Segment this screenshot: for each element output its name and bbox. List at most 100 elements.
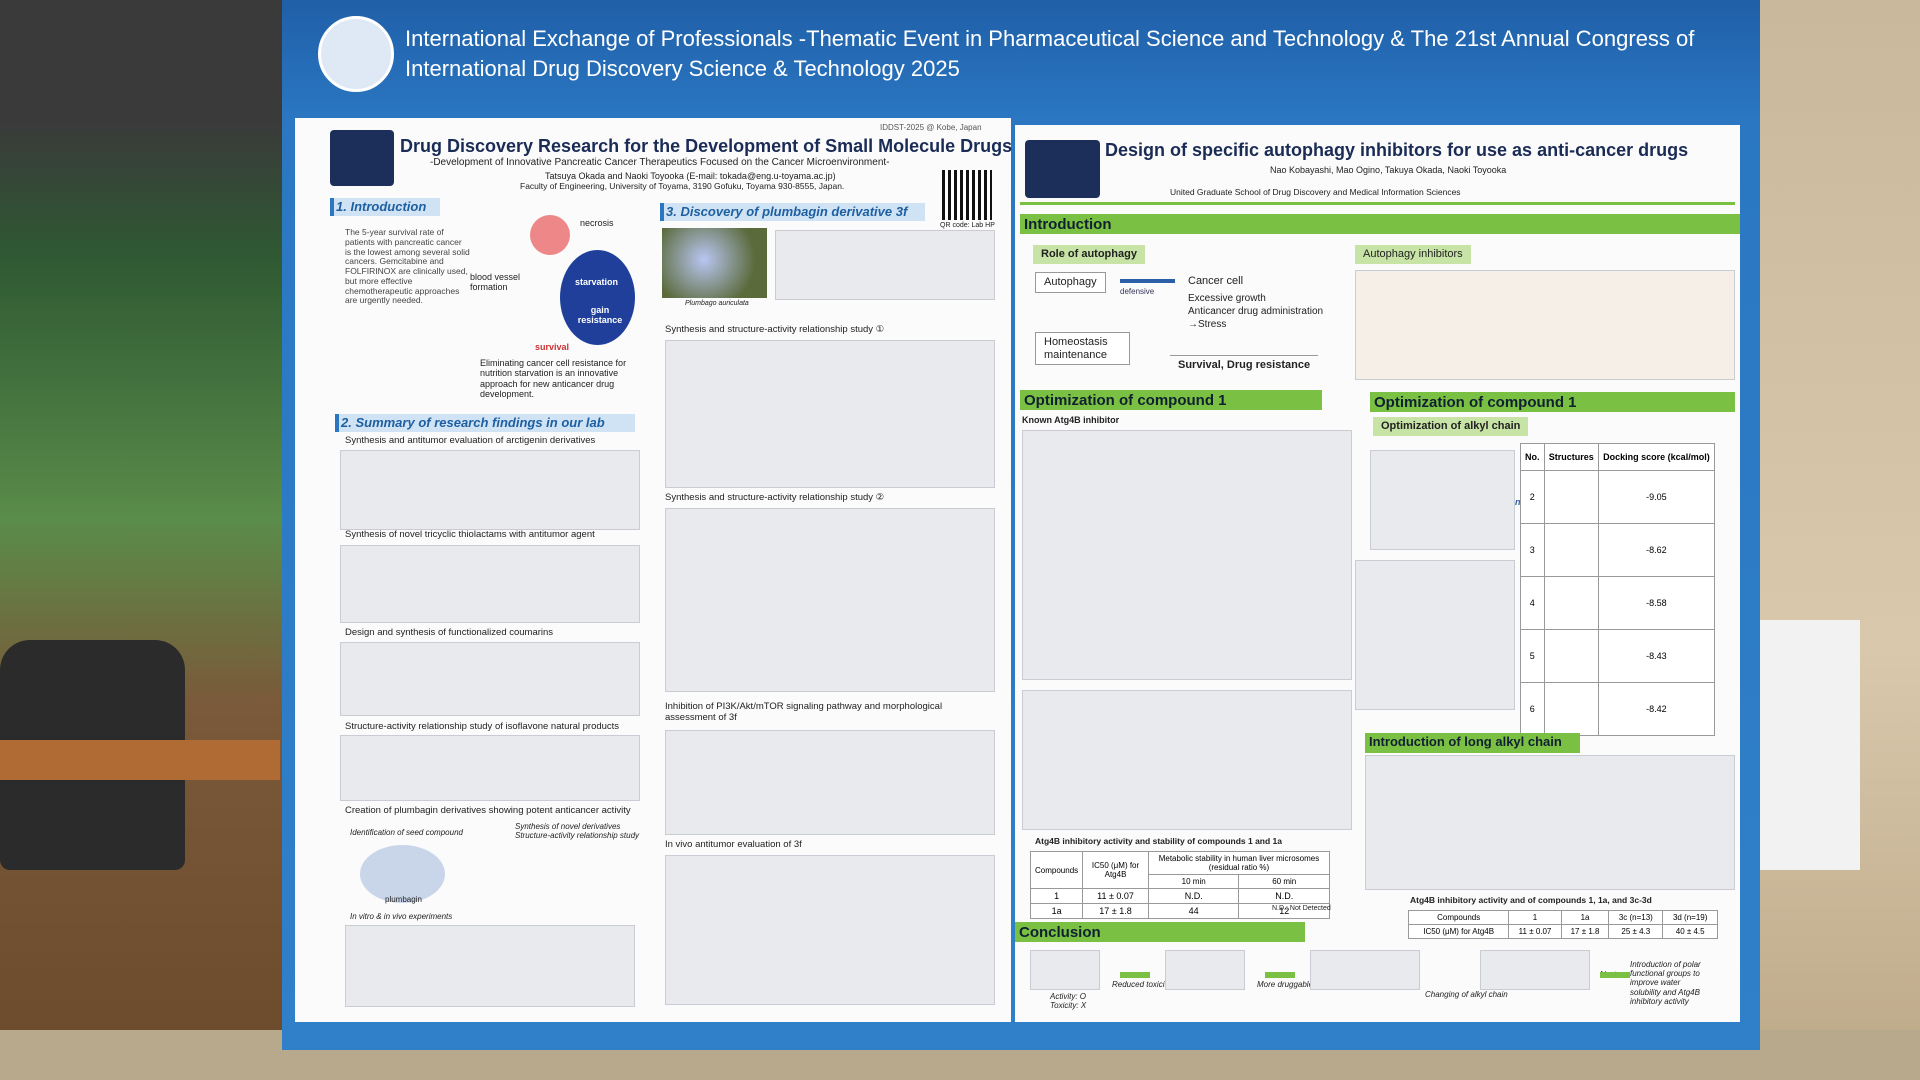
conclusion-label: More druggable [1257, 980, 1314, 989]
table-cell: 17 ± 1.8 [1560, 924, 1610, 939]
label-box: Homeostasis maintenance [1035, 332, 1130, 366]
arrow-label: defensive [1120, 287, 1155, 296]
label-box: Survival, Drug resistance [1170, 355, 1319, 375]
figure-label: Synthesis of novel derivatives Structure… [515, 822, 640, 841]
figure [345, 925, 635, 1007]
section-title: 2. Summary of research findings in our l… [341, 415, 605, 430]
section-band [1020, 390, 1322, 410]
bullet: Creation of plumbagin derivatives showin… [345, 805, 631, 816]
table-row: 3 -8.62 [1520, 523, 1716, 577]
table-cell: 11 ± 0.07 [1082, 888, 1149, 904]
table-note: N.D.: Not Detected [1272, 905, 1331, 912]
section-title: Conclusion [1019, 924, 1101, 941]
final-table: Compounds 1 1a 3c (n=13) 3d (n=19) IC50 (μM) … [1407, 910, 1718, 939]
table-cell: N.D. [1238, 888, 1330, 904]
table-cell: 3 [1520, 523, 1545, 577]
table-cell: 3c (n=13) [1608, 910, 1664, 925]
activity-table: Compounds IC50 (μM) for Atg4B Metabolic st… [1029, 851, 1331, 919]
header-title: International Drug Discovery Science & T… [405, 56, 960, 81]
figure [665, 508, 995, 692]
figure [1022, 690, 1352, 830]
room-left [0, 0, 285, 1080]
table-cell [1543, 629, 1599, 683]
bullet: In vivo antitumor evaluation of 3f [665, 839, 802, 850]
section-title: Optimization of compound 1 [1024, 392, 1227, 409]
arrow [1600, 972, 1630, 978]
table-cell: 1 [1029, 888, 1084, 904]
diagram-label: survival [535, 342, 570, 352]
section-band [1370, 392, 1735, 412]
section-band [335, 414, 635, 432]
bullet: Synthesis of novel tricyclic thiolactams… [345, 529, 595, 540]
figure [340, 642, 640, 716]
diagram-label: starvation [575, 277, 619, 287]
table-cell: N.D. [1147, 888, 1240, 904]
table-cell [1543, 470, 1599, 524]
table-cell: 1a [1029, 903, 1084, 919]
figure [340, 450, 640, 530]
figure-label: Known Atg4B inhibitor [1022, 415, 1120, 425]
table [0, 740, 280, 780]
table-row: Compounds 1 1a 3c (n=13) 3d (n=19) [1407, 910, 1718, 925]
qr-code [942, 170, 992, 220]
table-cell: 10 min [1147, 874, 1240, 889]
title-rule [1020, 202, 1735, 205]
stress-text: Excessive growth [1188, 293, 1266, 304]
cell-diagram [560, 250, 635, 345]
intro-text: The 5-year survival rate of patients wit… [345, 227, 470, 306]
diagram-label: necrosis [580, 218, 614, 228]
poster-affiliation: United Graduate School of Drug Discovery… [1170, 187, 1461, 197]
label-box: Autophagy inhibitors [1355, 245, 1471, 264]
figure-label: Plumbago auriculata [685, 300, 749, 307]
poster-authors: Tatsuya Okada and Naoki Toyooka (E-mail:… [545, 171, 836, 181]
figure [340, 545, 640, 623]
arrow [1120, 972, 1150, 978]
conclusion-label: Activity: O Toxicity: X [1050, 992, 1087, 1011]
label-box: Cancer cell [1188, 275, 1244, 287]
table-cell [1543, 576, 1599, 630]
figure [1310, 950, 1420, 990]
section-title: Introduction [1024, 216, 1112, 233]
poster-affiliation: Faculty of Engineering, University of To… [520, 181, 845, 191]
plumbagin-blob [360, 845, 445, 903]
table-cell: 3d (n=19) [1662, 910, 1718, 925]
table-cell: Docking score (kcal/mol) [1597, 443, 1716, 471]
conclusion-label: Changing of alkyl chain [1425, 990, 1508, 999]
table-cell: 12 [1238, 903, 1330, 919]
university-logo [1025, 140, 1100, 198]
poster-tag: IDDST-2025 @ Kobe, Japan [880, 123, 982, 132]
figure [1370, 450, 1515, 550]
table-row: 1a 17 ± 1.8 44 12 [1029, 903, 1330, 919]
label-box: Autophagy [1035, 272, 1106, 293]
figure [665, 855, 995, 1005]
table-cell: -8.62 [1597, 523, 1716, 577]
figure [1355, 560, 1515, 710]
section-title: 1. Introduction [336, 199, 427, 214]
figure [1480, 950, 1590, 990]
qr-caption: QR code: Lab HP [940, 222, 995, 229]
table-cell: Metabolic stability in human liver micro… [1147, 851, 1331, 875]
table-row: Compounds IC50 (μM) for Atg4B Metabolic st… [1029, 851, 1331, 889]
table-cell: No. [1520, 443, 1545, 471]
section-band [1020, 214, 1740, 234]
bullet: Structure-activity relationship study of… [345, 721, 620, 732]
intro-conclusion: Eliminating cancer cell resistance for n… [480, 358, 627, 400]
white-cloth [1750, 620, 1860, 870]
table-cell: 44 [1147, 903, 1240, 919]
label-box: Optimization of alkyl chain [1373, 417, 1529, 436]
table-cell: -8.58 [1597, 576, 1716, 630]
figure [665, 340, 995, 488]
table-cell: 11 ± 0.07 [1508, 924, 1562, 939]
table-cell: Compounds [1407, 910, 1510, 925]
table-row: 2 -9.05 [1520, 470, 1716, 524]
bullet: Design and synthesis of functionalized c… [345, 627, 554, 638]
plant-photo [662, 228, 767, 298]
poster-title: Design of specific autophagy inhibitors … [1105, 140, 1689, 160]
arrow [1120, 279, 1175, 283]
figure [665, 730, 995, 835]
table-cell: -8.43 [1597, 629, 1716, 683]
table-cell: -9.05 [1597, 470, 1716, 524]
table-cell: 4 [1520, 576, 1545, 630]
university-logo [330, 130, 394, 186]
